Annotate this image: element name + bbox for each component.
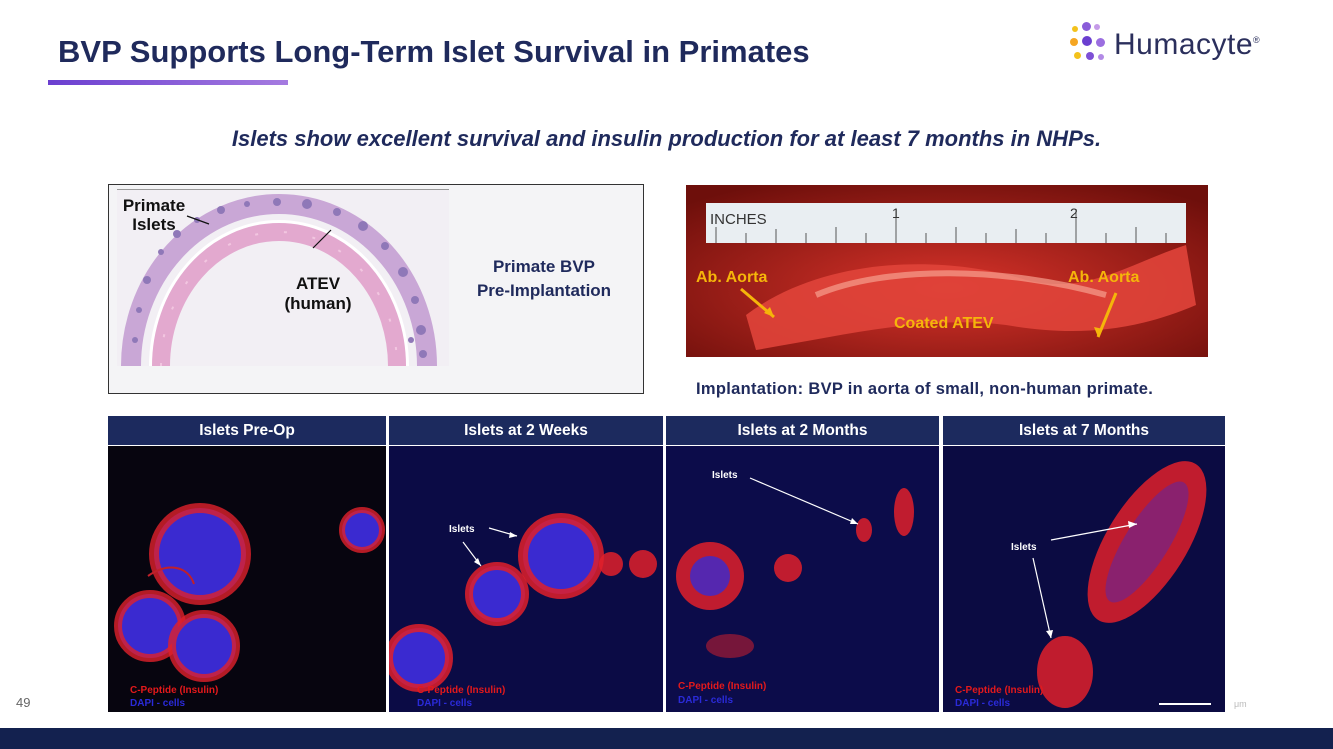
histology-image: Primate Islets ATEV (human) [117,189,449,366]
micro-panel-2weeks: Islets C-Peptide (Insulin) DAPI - cells [389,446,663,712]
page-number: 49 [16,695,31,710]
dapi-label-2weeks: DAPI - cells [417,698,473,709]
registered-mark: ® [1253,35,1261,45]
cpeptide-label-2months: C-Peptide (Insulin) [678,681,767,692]
panel-header-2weeks: Islets at 2 Weeks [389,416,663,445]
dot-cluster-logo-icon [1068,20,1110,70]
islets-label-2months: Islets [712,470,738,481]
logo-wordmark: Humacyte [1114,28,1254,61]
subtitle: Islets show excellent survival and insul… [231,126,1102,151]
bvp-label-line1: Primate BVP [492,257,596,276]
aorta-right-label: Ab. Aorta [1068,269,1140,286]
bvp-label: Primate BVP Pre-Implantation [439,255,649,303]
humacyte-logo: Humacyte® [1068,20,1260,70]
islets-label-7months: Islets [1011,542,1037,553]
micro-panel-2months: Islets C-Peptide (Insulin) DAPI - cells [666,446,939,712]
panel-header-7months: Islets at 7 Months [943,416,1225,447]
cpeptide-label-2weeks: C-Peptide (Insulin) [417,685,506,696]
footer-band [0,728,1333,749]
histology-figure: Primate Islets ATEV (human) Primate BVP … [108,184,644,394]
implantation-caption: Implantation: BVP in aorta of small, non… [696,380,1154,398]
micro-panel-preop: C-Peptide (Insulin) DAPI - cells [108,446,386,712]
aorta-left-label: Ab. Aorta [696,269,768,286]
bvp-label-line2: Pre-Implantation [476,281,612,300]
ruler-mark-1: 1 [892,205,900,221]
title-underline [48,80,288,85]
cpeptide-label-7months: C-Peptide (Insulin) [955,685,1044,696]
micro-panel-7months: Islets C-Peptide (Insulin) DAPI - cells [943,446,1225,712]
dapi-label-preop: DAPI - cells [130,698,186,709]
page-title: BVP Supports Long-Term Islet Survival in… [58,34,810,69]
panel-header-2months: Islets at 2 Months [666,416,939,445]
atev-label: ATEV [295,274,341,293]
scale-bar-unit: μm [1234,699,1247,709]
panel-header-preop: Islets Pre-Op [108,416,386,445]
coated-atev-label: Coated ATEV [894,315,994,332]
ruler-mark-2: 2 [1070,205,1078,221]
cpeptide-label-preop: C-Peptide (Insulin) [130,685,219,696]
dapi-label-7months: DAPI - cells [955,698,1011,709]
ruler-inches-label: INCHES [710,211,767,228]
surgery-photo: INCHES 1 2 Ab. Aorta Ab. Aorta Coated AT… [686,185,1208,357]
primate-islets-label: Primate Islets [122,196,186,234]
dapi-label-2months: DAPI - cells [678,695,734,706]
atev-human-label: (human) [284,294,352,313]
islets-label-2weeks: Islets [449,524,475,535]
